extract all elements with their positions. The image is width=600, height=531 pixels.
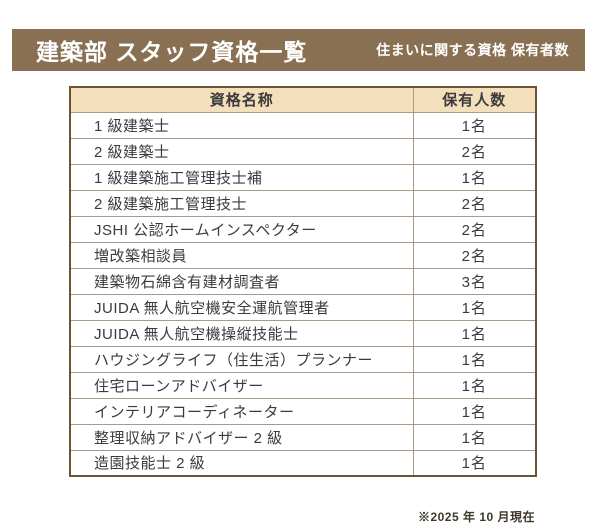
table-row: 増改築相談員 2名 [69,241,537,269]
qualification-name-cell: 1 級建築士 [69,111,414,139]
holder-count-cell: 2名 [412,215,537,243]
title-bar: 建築部 スタッフ資格一覧 住まいに関する資格 保有者数 [12,29,585,71]
holder-count-cell: 1名 [412,163,537,191]
holder-count-cell: 1名 [412,345,537,373]
qualification-name-cell: 建築物石綿含有建材調査者 [69,267,414,295]
table-row: 1 級建築士 1名 [69,111,537,139]
table-row: JSHI 公認ホームインスペクター 2名 [69,215,537,243]
table-row: インテリアコーディネーター 1名 [69,397,537,425]
qualification-name-cell: ハウジングライフ（住生活）プランナー [69,345,414,373]
qualification-name-cell: 増改築相談員 [69,241,414,269]
column-header-holder-count: 保有人数 [412,86,537,113]
table-row: 造園技能士 2 級 1名 [69,449,537,477]
table-row: 整理収納アドバイザー 2 級 1名 [69,423,537,451]
table-row: JUIDA 無人航空機安全運航管理者 1名 [69,293,537,321]
qualification-name-cell: 2 級建築施工管理技士 [69,189,414,217]
holder-count-cell: 1名 [412,293,537,321]
holder-count-cell: 3名 [412,267,537,295]
qualification-name-cell: JUIDA 無人航空機安全運航管理者 [69,293,414,321]
qualification-name-cell: 1 級建築施工管理技士補 [69,163,414,191]
table-row: 住宅ローンアドバイザー 1名 [69,371,537,399]
holder-count-cell: 2名 [412,189,537,217]
holder-count-cell: 1名 [412,397,537,425]
qualifications-table: 資格名称 保有人数 1 級建築士 1名 2 級建築士 2名 1 級建築施工管理技… [69,86,537,477]
page-subtitle: 住まいに関する資格 保有者数 [376,42,569,58]
qualification-name-cell: JSHI 公認ホームインスペクター [69,215,414,243]
column-header-qualification-name: 資格名称 [69,86,414,113]
table-row: 1 級建築施工管理技士補 1名 [69,163,537,191]
qualification-name-cell: 住宅ローンアドバイザー [69,371,414,399]
table-row: 2 級建築士 2名 [69,137,537,165]
table-row: 建築物石綿含有建材調査者 3名 [69,267,537,295]
holder-count-cell: 1名 [412,449,537,477]
qualification-name-cell: JUIDA 無人航空機操縦技能士 [69,319,414,347]
table-header-row: 資格名称 保有人数 [69,86,537,113]
table-row: 2 級建築施工管理技士 2名 [69,189,537,217]
holder-count-cell: 1名 [412,111,537,139]
qualification-name-cell: 2 級建築士 [69,137,414,165]
page-title: 建築部 スタッフ資格一覧 [36,39,308,65]
holder-count-cell: 1名 [412,319,537,347]
qualification-name-cell: 整理収納アドバイザー 2 級 [69,423,414,451]
table-row: JUIDA 無人航空機操縦技能士 1名 [69,319,537,347]
as-of-date-note: ※2025 年 10 月現在 [417,510,535,524]
table-row: ハウジングライフ（住生活）プランナー 1名 [69,345,537,373]
holder-count-cell: 1名 [412,371,537,399]
holder-count-cell: 2名 [412,137,537,165]
holder-count-cell: 1名 [412,423,537,451]
qualification-name-cell: 造園技能士 2 級 [69,449,414,477]
holder-count-cell: 2名 [412,241,537,269]
qualification-name-cell: インテリアコーディネーター [69,397,414,425]
qualifications-table-container: 資格名称 保有人数 1 級建築士 1名 2 級建築士 2名 1 級建築施工管理技… [69,86,537,477]
